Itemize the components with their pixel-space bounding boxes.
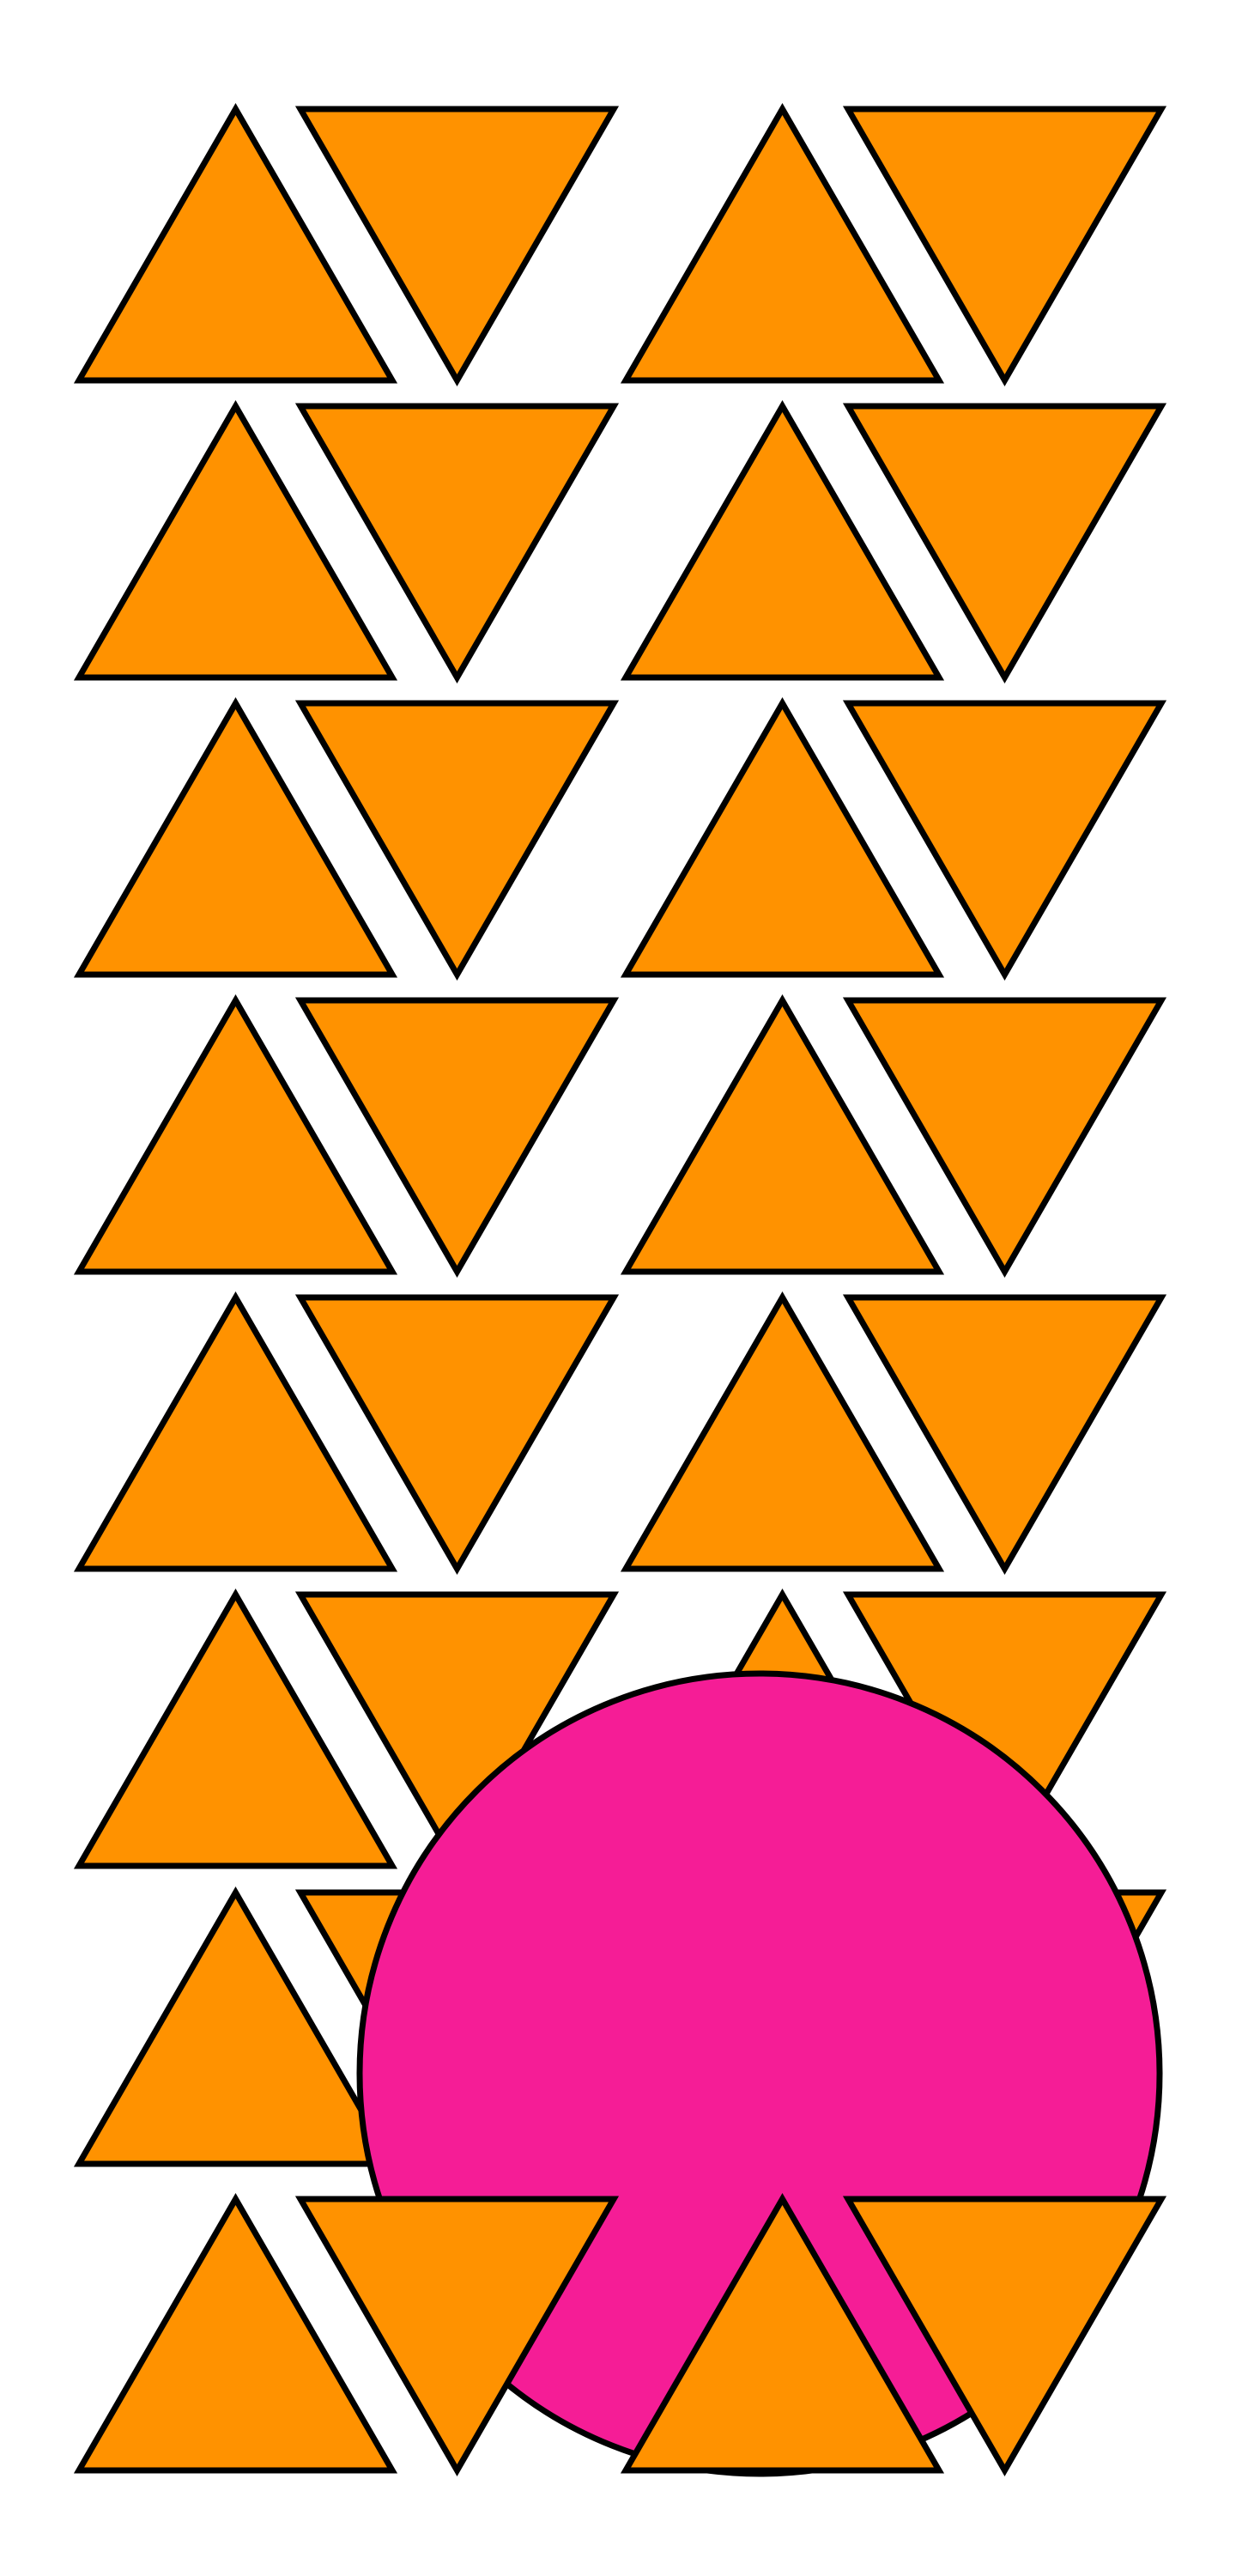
- triangle-up-r8-c3: [620, 2193, 945, 2474]
- triangle-up-r3-c3: [620, 697, 945, 978]
- triangle-up-r3-c1: [73, 697, 398, 978]
- triangle-up-r7-c1: [73, 1886, 398, 2167]
- triangle-down-r4-c2: [294, 997, 620, 1278]
- triangle-down-r2-c2: [294, 403, 620, 683]
- triangle-down-r1-c4: [842, 106, 1167, 386]
- triangle-up-r1-c3: [620, 103, 945, 384]
- triangle-down-r3-c4: [842, 700, 1167, 981]
- triangle-up-r5-c3: [620, 1291, 945, 1572]
- triangle-down-r2-c4: [842, 403, 1167, 683]
- triangle-down-r5-c2: [294, 1294, 620, 1575]
- triangle-up-r2-c1: [73, 400, 398, 681]
- triangle-up-r4-c1: [73, 994, 398, 1275]
- triangle-down-r8-c4: [842, 2196, 1167, 2476]
- triangle-down-r1-c2: [294, 106, 620, 386]
- triangle-up-r1-c1: [73, 103, 398, 384]
- triangle-down-r8-c2: [294, 2196, 620, 2476]
- triangle-down-r6-c2: [294, 1591, 620, 1872]
- triangle-layer-front: [73, 2193, 1167, 2476]
- triangle-up-r8-c1: [73, 2193, 398, 2474]
- triangle-down-r3-c2: [294, 700, 620, 981]
- triangle-up-r2-c3: [620, 400, 945, 681]
- triangle-up-r5-c1: [73, 1291, 398, 1572]
- triangle-down-r4-c4: [842, 997, 1167, 1278]
- triangle-up-r4-c3: [620, 994, 945, 1275]
- triangle-up-r6-c1: [73, 1589, 398, 1869]
- triangle-down-r5-c4: [842, 1294, 1167, 1575]
